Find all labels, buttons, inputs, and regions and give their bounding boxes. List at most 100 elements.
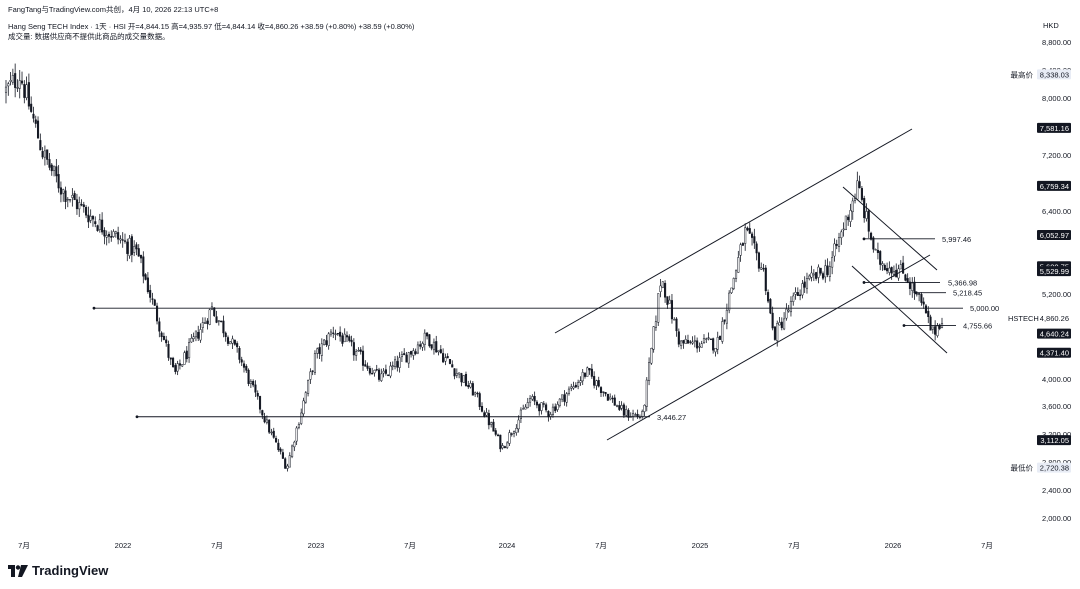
info-badge [1037,69,1071,80]
price-badge-label: 6,759.34 [1040,182,1069,191]
candle-body [702,338,706,343]
candle-body [595,380,598,386]
candle-body [487,413,490,426]
last-price-badge [1037,313,1071,324]
candle-body [36,120,40,139]
candle-body [872,237,875,250]
tradingview-brand[interactable]: TradingView [8,563,108,578]
candle-body [519,409,522,419]
candle-body [291,445,294,457]
candle-body [366,365,369,369]
price-badge [1037,435,1071,446]
candle-body [85,207,88,216]
candle-body [842,228,845,231]
candle-body [407,352,410,364]
candle-body [263,416,266,423]
candle-body [828,266,831,277]
candle-body [879,251,882,265]
candle-body [172,357,175,368]
candle-body [336,332,339,335]
candle-body [80,204,83,206]
level-anchor-dot[interactable] [914,291,918,295]
candle-body [597,380,600,387]
candle-body [268,419,271,433]
candle-body [359,349,362,352]
candle-body [606,393,609,401]
candle-body [625,409,628,416]
price-badge-label: 5,529.99 [1040,267,1069,276]
candle-body [751,233,754,238]
candle-body [453,368,456,377]
level-anchor-dot[interactable] [862,237,866,241]
candle-body [279,448,282,452]
candle-body [924,305,928,314]
y-axis[interactable]: 8,800.008,400.008,000.007,200.006,400.00… [1042,38,1071,523]
candle-body [851,200,854,212]
volume-note: 成交量: 数据供应商不提供此商品的成交量数据。 [8,32,170,41]
level-anchor-dot[interactable] [92,306,96,310]
candle-body [341,335,344,344]
candle-body [185,350,188,360]
x-tick-label: 7月 [981,541,993,550]
candle-body [920,294,923,303]
y-tick-label: 6,400.00 [1042,207,1071,216]
candle-body [812,273,815,276]
candle-body [840,231,843,239]
candle-body [300,412,303,424]
x-tick-label: 7月 [788,541,800,550]
candle-body [309,371,312,380]
channel-lower-line[interactable] [606,254,931,441]
candle-body [288,455,291,468]
candle-body [14,73,17,88]
downtrend-lower-line[interactable] [851,265,948,354]
candle-body [918,293,921,295]
candle-body [98,219,101,230]
candle-body [368,368,371,374]
downtrend-upper-line[interactable] [842,186,938,271]
channel-upper-line[interactable] [554,128,913,334]
y-tick-label: 2,400.00 [1042,486,1071,495]
candle-body [661,281,664,288]
candle-body [416,344,419,354]
candle-body [176,363,179,372]
candle-body [778,322,781,326]
level-anchor-dot[interactable] [862,281,866,284]
brand-name: TradingView [32,563,109,578]
candle-body [545,404,548,411]
candle-body [643,404,646,412]
level-anchor-dot[interactable] [902,324,906,327]
candle-body [9,80,12,82]
candle-body [721,321,724,342]
level-label: 5,997.46 [942,235,971,244]
candle-body [590,368,593,377]
candle-body [938,324,941,329]
candle-body [503,446,506,448]
x-axis[interactable]: 7月 2022 7月 2023 7月 2024 7月 2025 7月 2026 7月 [18,541,993,550]
candle-body [769,299,772,314]
candle-body [82,204,85,207]
candle-body [20,80,24,84]
candle-body [632,413,635,417]
y-tick-label: 4,000.00 [1042,375,1071,384]
candle-body [343,333,346,343]
candle-body [112,231,115,237]
candle-body [737,257,740,273]
x-tick-label: 7月 [18,541,30,550]
candle-body [258,396,262,410]
candle-body [41,151,44,158]
candle-body [50,164,53,172]
candle-body [442,353,445,363]
candle-body [18,80,21,89]
candle-body [316,348,319,354]
candle-body [62,189,65,194]
candle-body [302,400,305,415]
drawings-layer [554,128,948,441]
candle-body [119,238,122,241]
level-anchor-dot[interactable] [135,415,139,419]
candle-body [361,350,365,366]
candle-body [66,198,69,201]
candle-body [579,380,582,383]
candle-body [194,330,197,338]
candle-body [876,249,879,253]
